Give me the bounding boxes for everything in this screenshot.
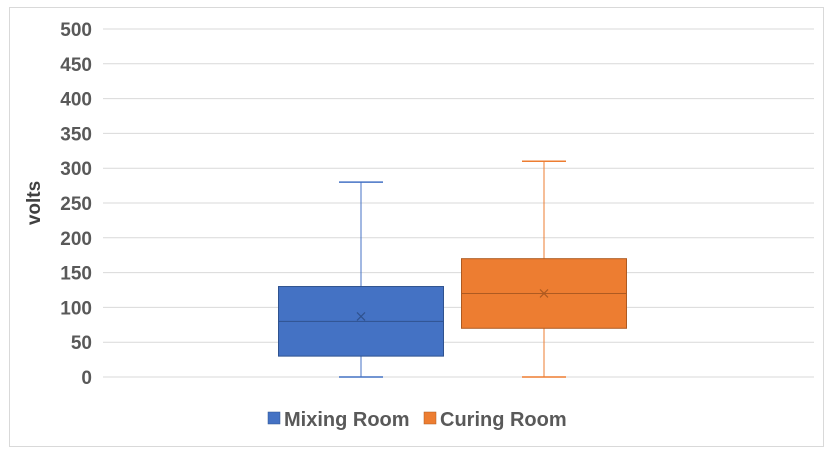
y-tick-label: 150	[60, 264, 92, 285]
gridlines	[103, 28, 814, 378]
y-tick-label: 350	[60, 124, 92, 145]
y-axis-label: volts	[24, 181, 45, 225]
boxes	[278, 160, 627, 378]
y-tick-label: 400	[60, 90, 92, 111]
legend-label: Mixing Room	[284, 409, 410, 431]
legend-label: Curing Room	[440, 409, 567, 431]
y-tick-label: 0	[81, 368, 92, 389]
y-tick-label: 500	[60, 20, 92, 41]
y-tick-label: 450	[60, 55, 92, 76]
y-tick-label: 200	[60, 229, 92, 250]
y-tick-label: 50	[71, 333, 92, 354]
legend: Mixing Room Curing Room	[267, 409, 567, 431]
legend-swatch	[267, 411, 281, 425]
mean-marker	[539, 289, 549, 298]
y-tick-label: 250	[60, 194, 92, 215]
box-mixing-room	[278, 181, 444, 378]
y-tick-label: 300	[60, 159, 92, 180]
box-curing-room	[461, 160, 627, 378]
chart-frame	[9, 7, 824, 447]
mean-marker	[356, 312, 366, 321]
y-tick-label: 100	[60, 298, 92, 319]
y-axis-ticks: 0 50 100 150 200 250 300 350 400 450 500	[60, 20, 92, 389]
legend-swatch	[423, 411, 437, 425]
